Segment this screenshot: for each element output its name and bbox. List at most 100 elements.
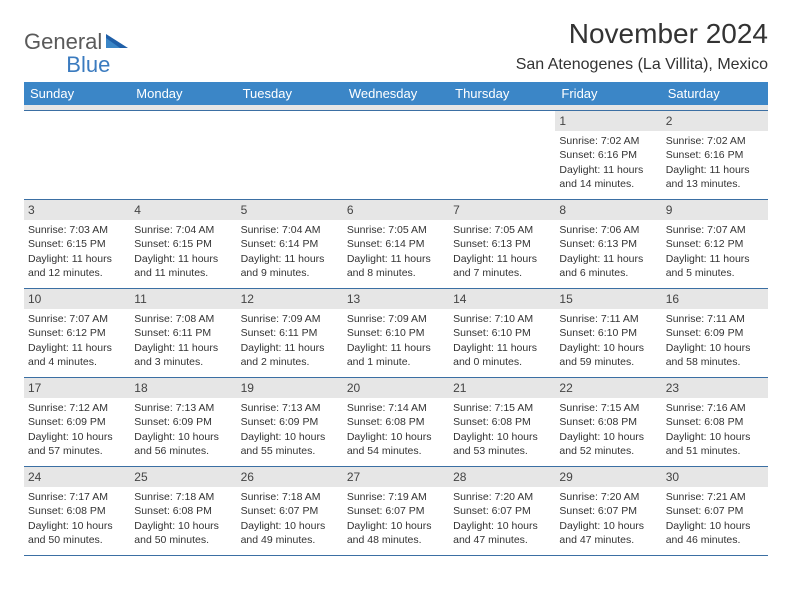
week-row: 1Sunrise: 7:02 AMSunset: 6:16 PMDaylight… — [24, 111, 768, 200]
calendar: Sunday Monday Tuesday Wednesday Thursday… — [24, 82, 768, 556]
day-cell: 14Sunrise: 7:10 AMSunset: 6:10 PMDayligh… — [449, 289, 555, 377]
sunrise-text: Sunrise: 7:13 AM — [241, 401, 339, 415]
sunset-text: Sunset: 6:12 PM — [666, 237, 764, 251]
sunset-text: Sunset: 6:13 PM — [559, 237, 657, 251]
sunset-text: Sunset: 6:08 PM — [347, 415, 445, 429]
day-number — [130, 111, 236, 115]
day-cell: 13Sunrise: 7:09 AMSunset: 6:10 PMDayligh… — [343, 289, 449, 377]
daylight-text: Daylight: 10 hours and 55 minutes. — [241, 430, 339, 458]
day-cell: 6Sunrise: 7:05 AMSunset: 6:14 PMDaylight… — [343, 200, 449, 288]
day-number: 9 — [662, 200, 768, 220]
day-body: Sunrise: 7:20 AMSunset: 6:07 PMDaylight:… — [555, 487, 661, 551]
day-number: 26 — [237, 467, 343, 487]
day-cell: 7Sunrise: 7:05 AMSunset: 6:13 PMDaylight… — [449, 200, 555, 288]
day-number: 10 — [24, 289, 130, 309]
day-number: 13 — [343, 289, 449, 309]
day-body: Sunrise: 7:04 AMSunset: 6:14 PMDaylight:… — [237, 220, 343, 284]
day-body: Sunrise: 7:14 AMSunset: 6:08 PMDaylight:… — [343, 398, 449, 462]
day-cell: 3Sunrise: 7:03 AMSunset: 6:15 PMDaylight… — [24, 200, 130, 288]
daylight-text: Daylight: 10 hours and 51 minutes. — [666, 430, 764, 458]
day-number: 19 — [237, 378, 343, 398]
day-number: 16 — [662, 289, 768, 309]
sunset-text: Sunset: 6:09 PM — [241, 415, 339, 429]
sunrise-text: Sunrise: 7:11 AM — [666, 312, 764, 326]
sunset-text: Sunset: 6:16 PM — [559, 148, 657, 162]
sunrise-text: Sunrise: 7:18 AM — [134, 490, 232, 504]
day-number: 5 — [237, 200, 343, 220]
sunset-text: Sunset: 6:13 PM — [453, 237, 551, 251]
day-header-mon: Monday — [130, 82, 236, 105]
day-cell: 8Sunrise: 7:06 AMSunset: 6:13 PMDaylight… — [555, 200, 661, 288]
day-number: 6 — [343, 200, 449, 220]
day-number: 28 — [449, 467, 555, 487]
logo-triangle-icon — [106, 32, 128, 53]
sunset-text: Sunset: 6:11 PM — [241, 326, 339, 340]
location-text: San Atenogenes (La Villita), Mexico — [516, 56, 768, 74]
sunset-text: Sunset: 6:08 PM — [559, 415, 657, 429]
day-header-tue: Tuesday — [237, 82, 343, 105]
sunset-text: Sunset: 6:09 PM — [134, 415, 232, 429]
day-number: 15 — [555, 289, 661, 309]
day-body: Sunrise: 7:05 AMSunset: 6:13 PMDaylight:… — [449, 220, 555, 284]
day-number: 23 — [662, 378, 768, 398]
day-number: 14 — [449, 289, 555, 309]
day-cell: 12Sunrise: 7:09 AMSunset: 6:11 PMDayligh… — [237, 289, 343, 377]
day-body: Sunrise: 7:02 AMSunset: 6:16 PMDaylight:… — [555, 131, 661, 195]
day-number: 4 — [130, 200, 236, 220]
sunset-text: Sunset: 6:16 PM — [666, 148, 764, 162]
day-header-row: Sunday Monday Tuesday Wednesday Thursday… — [24, 82, 768, 105]
sunrise-text: Sunrise: 7:14 AM — [347, 401, 445, 415]
day-cell: 1Sunrise: 7:02 AMSunset: 6:16 PMDaylight… — [555, 111, 661, 199]
day-number — [449, 111, 555, 115]
daylight-text: Daylight: 11 hours and 1 minute. — [347, 341, 445, 369]
sunrise-text: Sunrise: 7:17 AM — [28, 490, 126, 504]
day-cell: 9Sunrise: 7:07 AMSunset: 6:12 PMDaylight… — [662, 200, 768, 288]
day-cell — [130, 111, 236, 199]
weeks-container: 1Sunrise: 7:02 AMSunset: 6:16 PMDaylight… — [24, 111, 768, 556]
sunrise-text: Sunrise: 7:10 AM — [453, 312, 551, 326]
day-cell: 10Sunrise: 7:07 AMSunset: 6:12 PMDayligh… — [24, 289, 130, 377]
day-number: 2 — [662, 111, 768, 131]
logo: General Blue — [24, 18, 110, 66]
day-body: Sunrise: 7:08 AMSunset: 6:11 PMDaylight:… — [130, 309, 236, 373]
day-cell: 24Sunrise: 7:17 AMSunset: 6:08 PMDayligh… — [24, 467, 130, 555]
daylight-text: Daylight: 11 hours and 2 minutes. — [241, 341, 339, 369]
day-cell: 15Sunrise: 7:11 AMSunset: 6:10 PMDayligh… — [555, 289, 661, 377]
day-body: Sunrise: 7:20 AMSunset: 6:07 PMDaylight:… — [449, 487, 555, 551]
day-body: Sunrise: 7:18 AMSunset: 6:07 PMDaylight:… — [237, 487, 343, 551]
sunrise-text: Sunrise: 7:04 AM — [134, 223, 232, 237]
sunrise-text: Sunrise: 7:05 AM — [453, 223, 551, 237]
day-header-fri: Friday — [555, 82, 661, 105]
day-body: Sunrise: 7:07 AMSunset: 6:12 PMDaylight:… — [662, 220, 768, 284]
sunrise-text: Sunrise: 7:05 AM — [347, 223, 445, 237]
day-body: Sunrise: 7:17 AMSunset: 6:08 PMDaylight:… — [24, 487, 130, 551]
day-body: Sunrise: 7:05 AMSunset: 6:14 PMDaylight:… — [343, 220, 449, 284]
sunrise-text: Sunrise: 7:07 AM — [28, 312, 126, 326]
week-row: 17Sunrise: 7:12 AMSunset: 6:09 PMDayligh… — [24, 378, 768, 467]
day-number — [24, 111, 130, 115]
day-number: 29 — [555, 467, 661, 487]
daylight-text: Daylight: 11 hours and 12 minutes. — [28, 252, 126, 280]
day-cell: 18Sunrise: 7:13 AMSunset: 6:09 PMDayligh… — [130, 378, 236, 466]
sunrise-text: Sunrise: 7:20 AM — [453, 490, 551, 504]
day-body: Sunrise: 7:11 AMSunset: 6:10 PMDaylight:… — [555, 309, 661, 373]
day-body: Sunrise: 7:03 AMSunset: 6:15 PMDaylight:… — [24, 220, 130, 284]
sunset-text: Sunset: 6:08 PM — [666, 415, 764, 429]
day-cell: 26Sunrise: 7:18 AMSunset: 6:07 PMDayligh… — [237, 467, 343, 555]
daylight-text: Daylight: 10 hours and 49 minutes. — [241, 519, 339, 547]
sunrise-text: Sunrise: 7:04 AM — [241, 223, 339, 237]
sunset-text: Sunset: 6:14 PM — [347, 237, 445, 251]
day-cell: 5Sunrise: 7:04 AMSunset: 6:14 PMDaylight… — [237, 200, 343, 288]
sunrise-text: Sunrise: 7:09 AM — [347, 312, 445, 326]
day-number: 17 — [24, 378, 130, 398]
sunrise-text: Sunrise: 7:19 AM — [347, 490, 445, 504]
week-row: 3Sunrise: 7:03 AMSunset: 6:15 PMDaylight… — [24, 200, 768, 289]
title-block: November 2024 San Atenogenes (La Villita… — [516, 18, 768, 74]
sunrise-text: Sunrise: 7:08 AM — [134, 312, 232, 326]
day-cell: 29Sunrise: 7:20 AMSunset: 6:07 PMDayligh… — [555, 467, 661, 555]
day-cell — [237, 111, 343, 199]
day-cell: 27Sunrise: 7:19 AMSunset: 6:07 PMDayligh… — [343, 467, 449, 555]
header: General Blue November 2024 San Atenogene… — [24, 18, 768, 74]
day-header-sat: Saturday — [662, 82, 768, 105]
day-number: 25 — [130, 467, 236, 487]
